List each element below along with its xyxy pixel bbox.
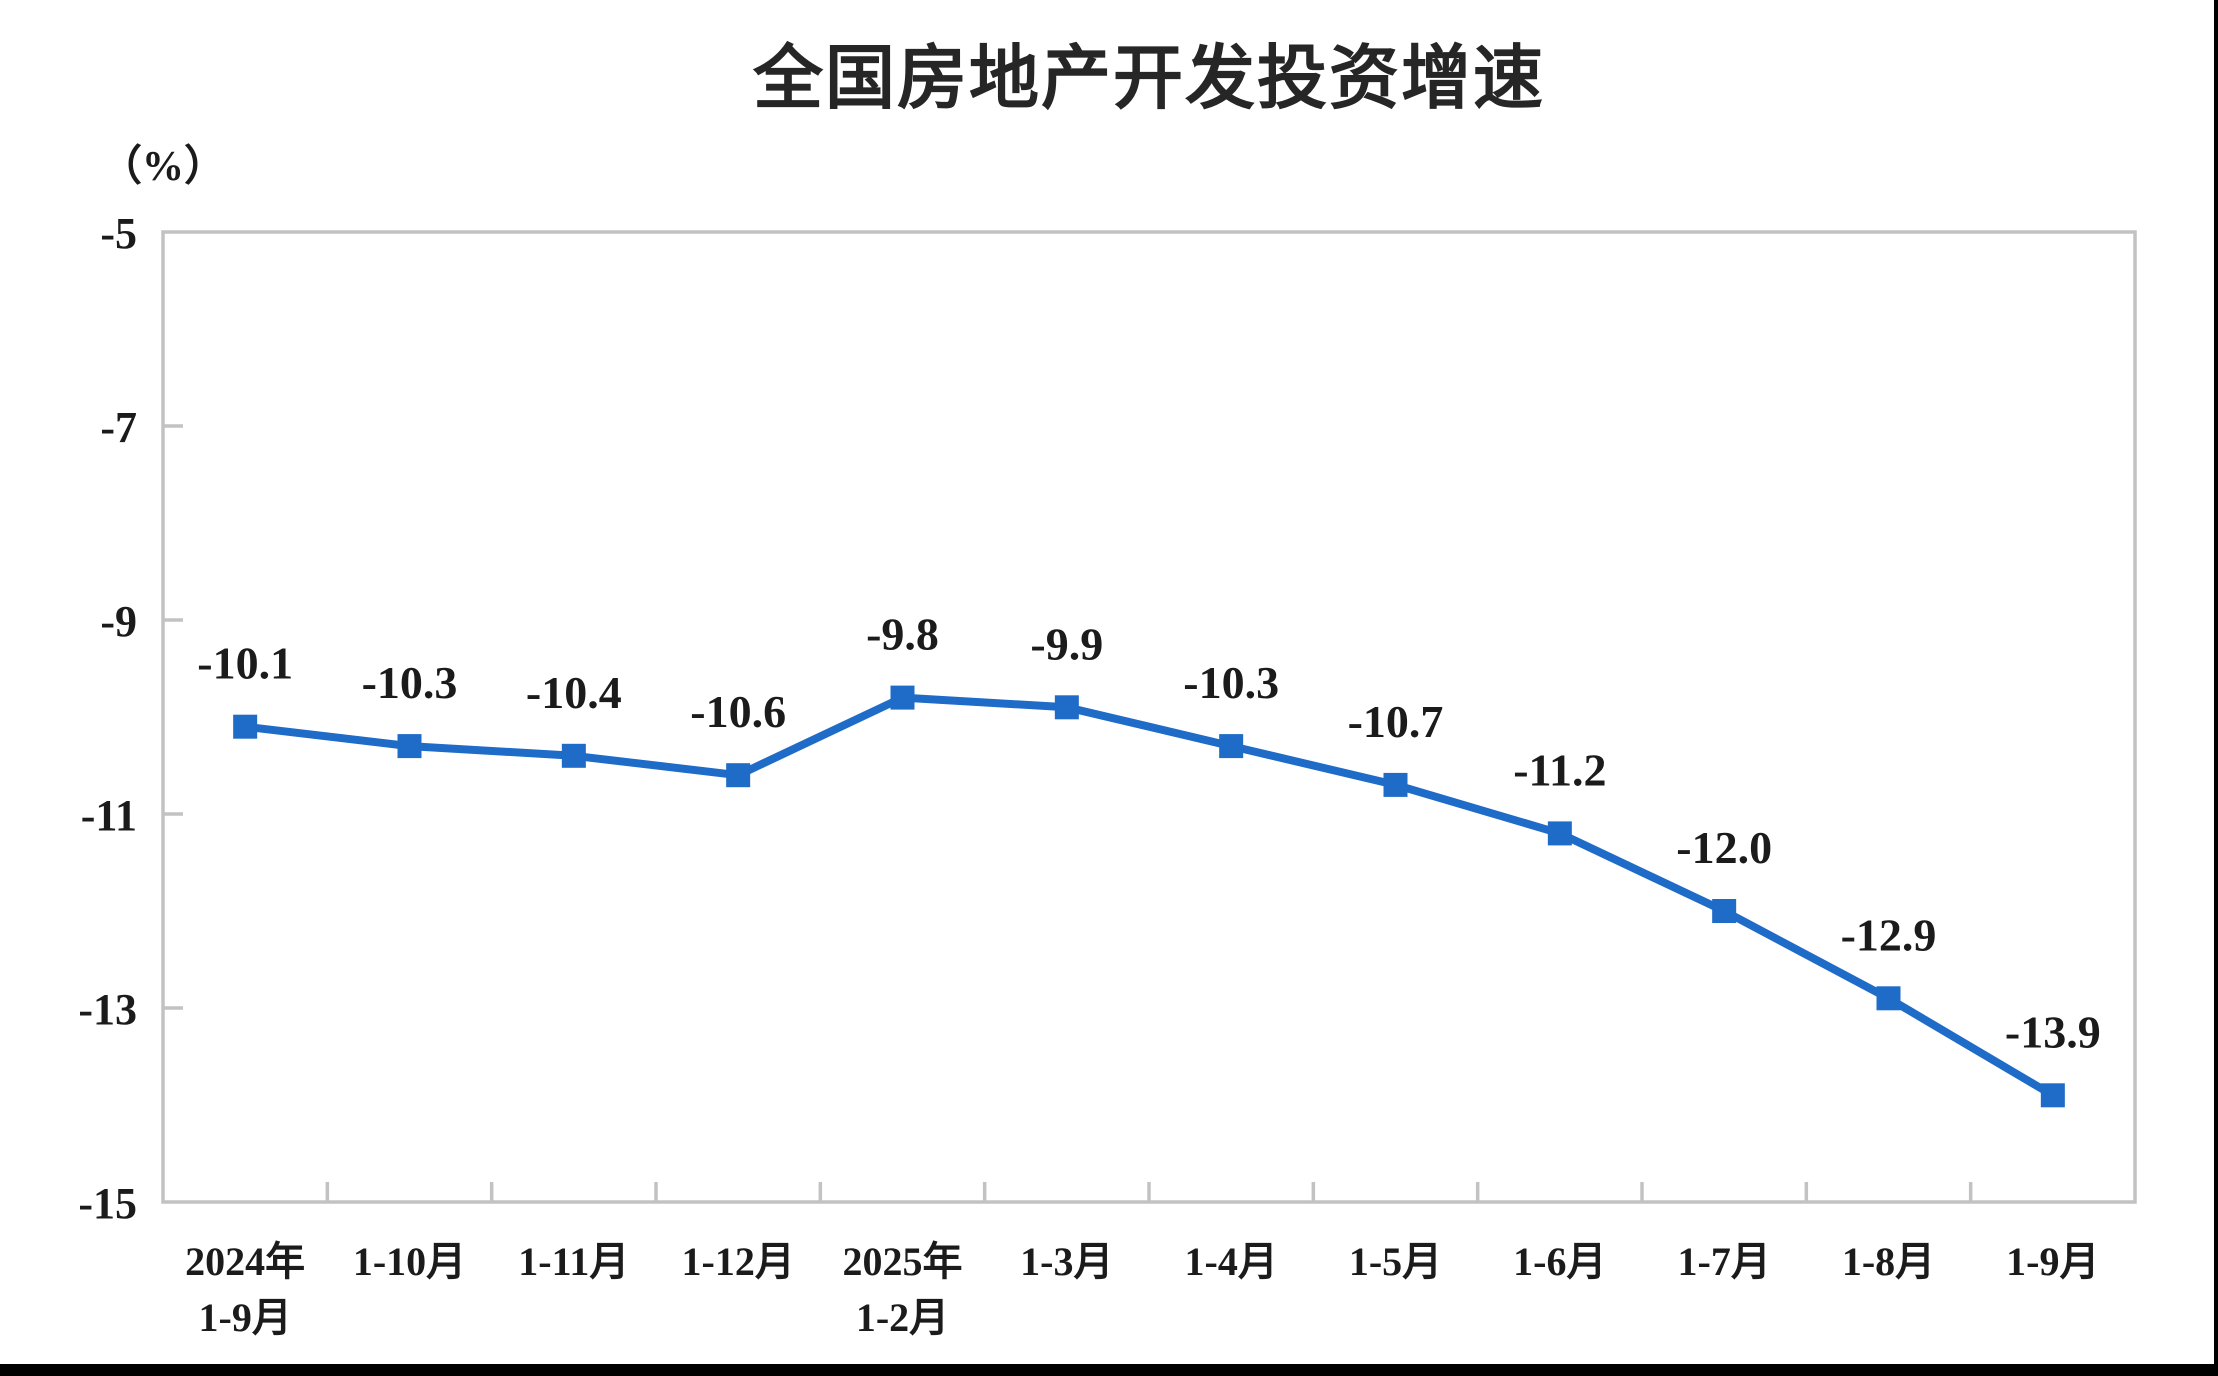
plot-area-border — [161, 230, 2137, 1204]
data-point-marker — [1383, 772, 1408, 797]
data-point-marker — [397, 734, 422, 759]
data-point-label: -9.8 — [866, 609, 939, 660]
data-point-label: -12.9 — [1841, 909, 1937, 960]
y-tick-label: -11 — [81, 791, 137, 840]
data-point-label: -10.3 — [1183, 657, 1279, 708]
data-point-marker — [1712, 899, 1737, 923]
data-point-marker — [233, 714, 258, 739]
data-point-label: -9.9 — [1030, 618, 1103, 669]
y-tick-label: -7 — [100, 403, 137, 452]
data-point-label: -12.0 — [1676, 822, 1772, 873]
series-line — [241, 693, 2057, 1100]
x-category-label: 1-11月 — [518, 1239, 629, 1284]
data-point-marker — [726, 763, 751, 788]
chart-title: 全国房地产开发投资增速 — [753, 39, 1545, 117]
x-category-label: 1-3月 — [1020, 1239, 1113, 1284]
x-category-label: 1-4月 — [1185, 1239, 1278, 1284]
data-point-marker — [890, 685, 915, 710]
data-point-label: -13.9 — [2005, 1006, 2101, 1057]
data-point-label: -10.7 — [1348, 696, 1444, 747]
data-point-label: -10.1 — [197, 638, 293, 689]
x-category-label: 1-6月 — [1513, 1239, 1606, 1284]
x-category-label: 1-7月 — [1678, 1239, 1771, 1284]
x-category-label: 2024年 — [185, 1239, 305, 1284]
y-tick-label: -15 — [78, 1179, 137, 1228]
y-tick-label: -13 — [78, 985, 137, 1034]
y-tick-label: -5 — [100, 209, 137, 258]
x-category-label: 1-12月 — [682, 1239, 795, 1284]
y-axis-unit-label: （%） — [100, 144, 227, 190]
x-category-label: 1-2月 — [856, 1295, 949, 1340]
x-category-label: 2025年 — [843, 1239, 963, 1284]
data-point-marker — [1219, 734, 1244, 759]
x-category-label: 1-9月 — [199, 1295, 292, 1340]
y-tick-label: -9 — [100, 597, 137, 646]
data-point-marker — [561, 743, 586, 768]
data-point-label: -10.3 — [362, 657, 458, 708]
x-category-label: 1-8月 — [1842, 1239, 1935, 1284]
x-category-label: 1-10月 — [353, 1239, 466, 1284]
data-point-marker — [1876, 986, 1901, 1011]
x-category-label: 1-9月 — [2006, 1239, 2099, 1284]
data-point-marker — [1054, 695, 1079, 720]
screenshot-bottom-border — [0, 1364, 2218, 1376]
data-point-label: -10.4 — [526, 667, 622, 718]
x-category-label: 1-5月 — [1349, 1239, 1442, 1284]
data-point-label: -11.2 — [1513, 744, 1606, 795]
data-point-label: -10.6 — [690, 686, 786, 737]
data-point-marker — [1547, 821, 1572, 846]
data-point-marker — [2040, 1083, 2065, 1108]
screenshot-right-border — [2214, 0, 2218, 1376]
